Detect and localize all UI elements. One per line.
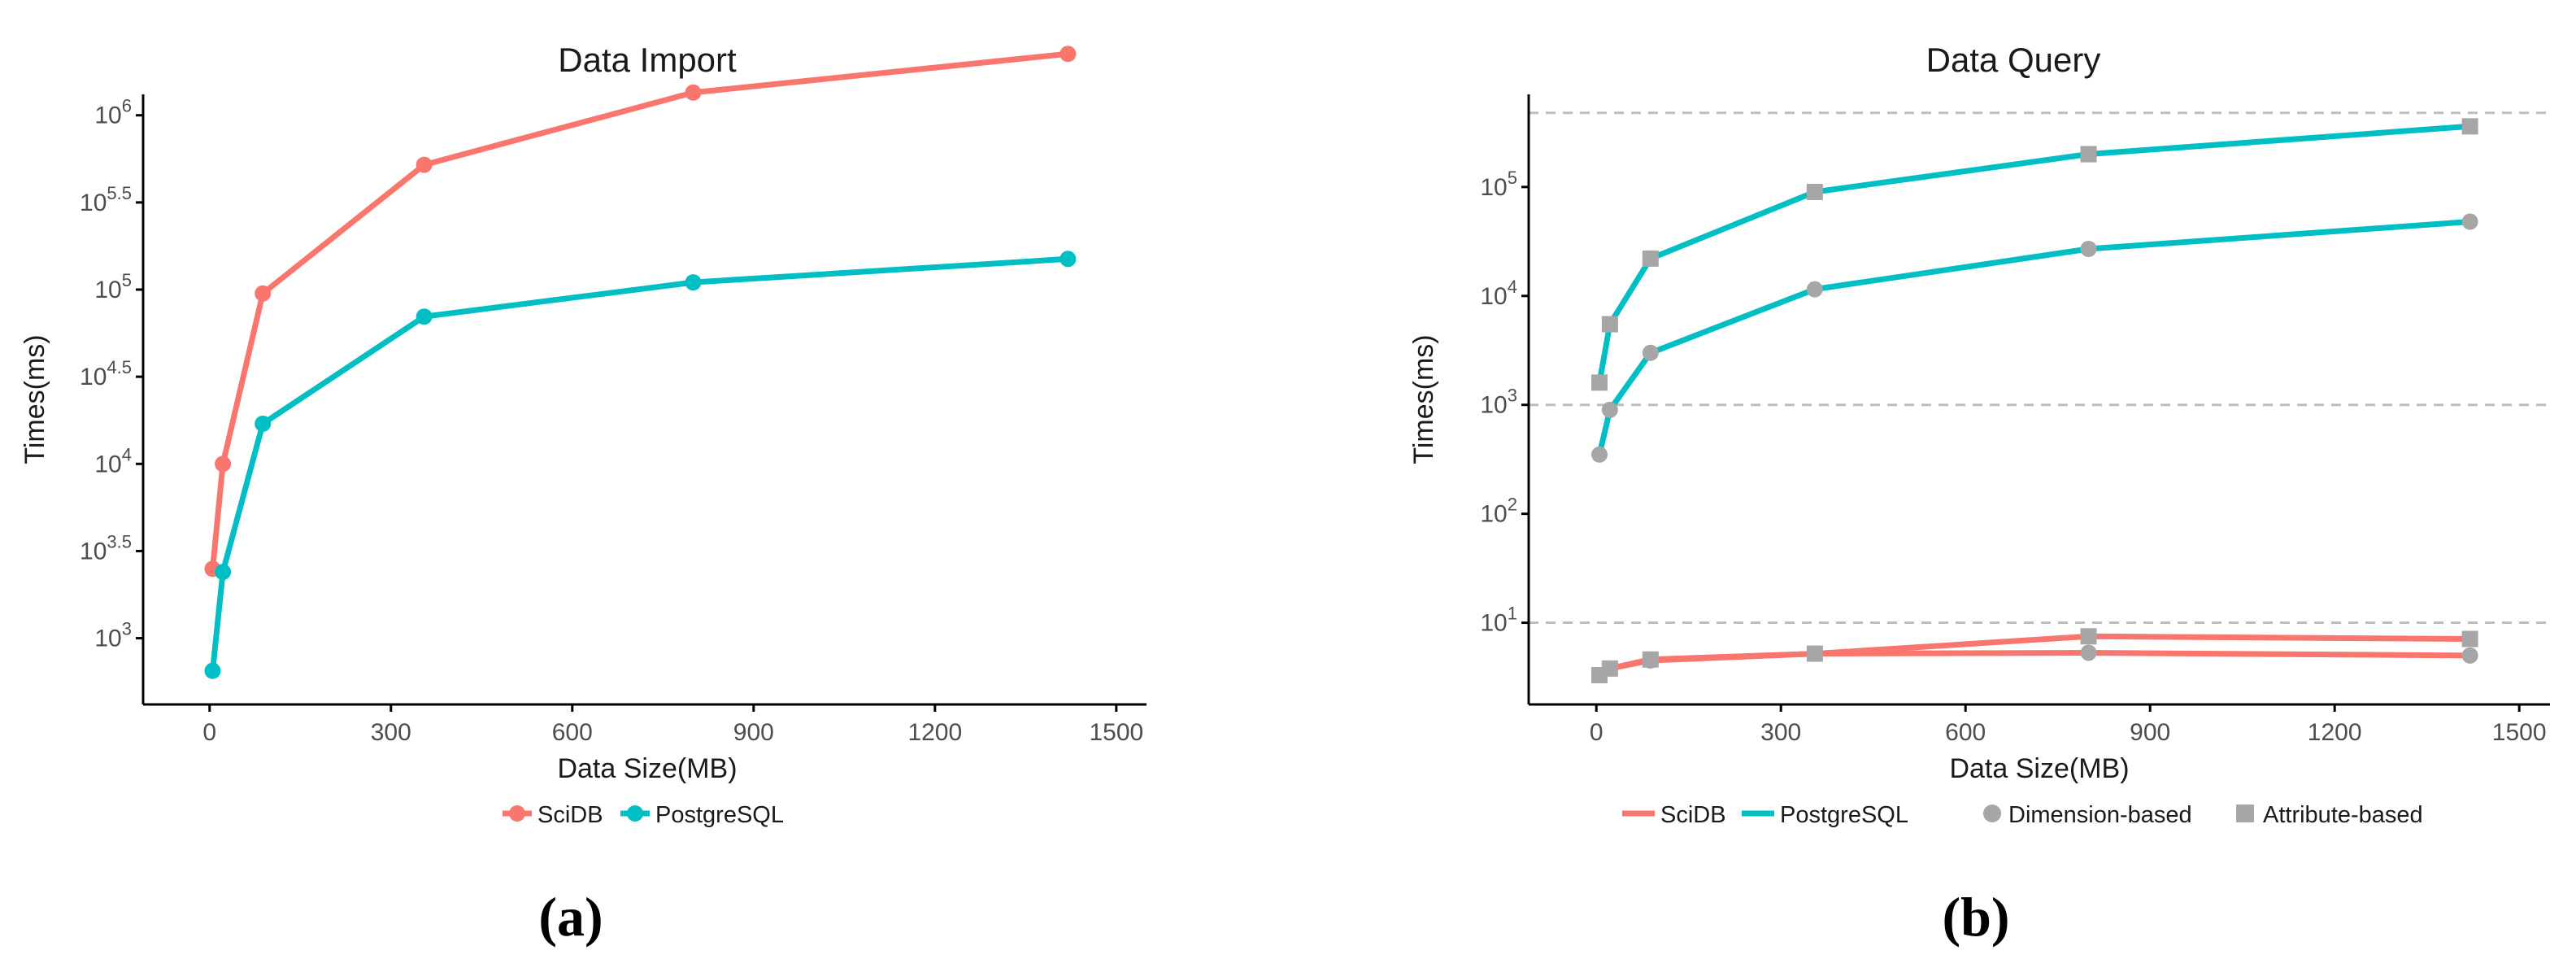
y-tick-label: 105	[1480, 168, 1517, 201]
series-scidb-attribute-based-point	[2461, 630, 2478, 648]
series-scidb-point	[255, 285, 272, 302]
series-postgresql-attribute-based-point	[1601, 316, 1618, 333]
series-scidb-dimension-based-point	[2080, 644, 2097, 661]
axes	[1527, 94, 2550, 706]
series-scidb-point	[1060, 46, 1077, 63]
legend: SciDB PostgreSQL Dimension-based Attribu…	[1622, 802, 2423, 828]
series-lines	[1596, 123, 2474, 678]
series-postgresql-attribute-based-point	[2461, 118, 2478, 135]
legend-label-scidb: SciDB	[1660, 802, 1726, 828]
y-tick-label: 103	[1480, 386, 1517, 419]
y-tick-label: 104	[94, 444, 132, 477]
series-scidb-line	[210, 50, 1071, 572]
series-postgresql-point	[685, 274, 702, 291]
series-scidb-point	[416, 156, 433, 173]
series-postgresql-point	[1060, 251, 1077, 268]
x-tick-label: 600	[552, 719, 593, 746]
series-postgresql-point	[204, 662, 221, 679]
series-scidb-dimension-based-point	[2461, 647, 2478, 664]
x-tick-label: 1200	[2308, 719, 2362, 746]
y-tick-label: 106	[94, 96, 132, 129]
legend-label-attribute-based: Attribute-based	[2263, 802, 2423, 828]
y-ticks: 101 102 103 104 105	[1480, 168, 1529, 637]
y-tick-label: 104	[1480, 277, 1517, 310]
series-postgresql-point	[416, 308, 433, 325]
x-tick-label: 900	[2130, 719, 2170, 746]
legend-key-scidb-marker	[509, 805, 525, 822]
y-tick-label: 105.5	[80, 183, 132, 216]
y-tick-label: 105	[94, 270, 132, 303]
series-postgresql-point	[255, 415, 272, 432]
series-scidb-attribute-based-point	[1806, 645, 1823, 662]
series-scidb-point	[215, 456, 232, 473]
x-ticks: 0 300 600 900 1200 1500	[202, 704, 1143, 746]
series-points	[204, 46, 1077, 679]
series-scidb-attribute-based-point	[1601, 660, 1618, 677]
series-lines	[210, 50, 1071, 674]
legend-label-dimension-based: Dimension-based	[2008, 802, 2192, 828]
chart-title: Data Import	[558, 41, 737, 79]
panel-caption: (a)	[538, 886, 603, 948]
legend-label-scidb: SciDB	[537, 802, 603, 828]
y-axis-label: Times(ms)	[1408, 334, 1439, 464]
series-postgresql-attribute-based-point	[1642, 250, 1659, 267]
axes	[141, 94, 1147, 706]
series-postgresql-dimension-based-point	[2461, 213, 2478, 230]
reference-lines	[1529, 111, 2550, 625]
series-postgresql-dimension-based-point	[1806, 281, 1823, 298]
series-scidb-attribute-based-point	[2080, 628, 2097, 645]
series-postgresql-dimension-based-point	[1601, 401, 1618, 418]
y-tick-label: 103.5	[80, 531, 132, 565]
panel-caption: (b)	[1942, 886, 2009, 948]
series-scidb-attribute-based-point	[1642, 651, 1659, 668]
x-tick-label: 0	[1590, 719, 1603, 746]
x-tick-label: 1200	[907, 719, 962, 746]
x-ticks: 0 300 600 900 1200 1500	[1590, 704, 2547, 746]
y-axis-label: Times(ms)	[20, 334, 50, 464]
legend-label-postgresql: PostgreSQL	[1780, 802, 1908, 828]
x-tick-label: 600	[1945, 719, 1986, 746]
series-points	[1591, 118, 2478, 684]
legend-key-attribute-based	[2236, 804, 2254, 822]
y-tick-label: 104.5	[80, 357, 132, 390]
series-postgresql-attribute-based-point	[2080, 146, 2097, 163]
x-tick-label: 0	[202, 719, 216, 746]
chart-data-import: Data Import 103103.5104104.5105105.5106 …	[20, 41, 1147, 948]
x-tick-label: 300	[1760, 719, 1801, 746]
y-tick-label: 101	[1480, 604, 1517, 637]
series-postgresql-dimension-based-point	[1642, 344, 1659, 361]
legend-key-dimension-based	[1983, 804, 2001, 822]
x-tick-label: 1500	[2492, 719, 2547, 746]
chart-data-query: Data Query 101 102 103 104 105 0 300 600 900 120…	[1408, 41, 2550, 948]
series-postgresql-attribute-based-point	[1806, 183, 1823, 200]
y-tick-label: 102	[1480, 495, 1517, 528]
x-axis-label: Data Size(MB)	[557, 753, 737, 784]
x-tick-label: 300	[371, 719, 411, 746]
series-postgresql-point	[215, 564, 232, 581]
series-postgresql-attribute-based-line	[1596, 123, 2474, 386]
series-postgresql-dimension-based-line	[1596, 219, 2474, 458]
x-axis-label: Data Size(MB)	[1949, 753, 2129, 784]
x-tick-label: 1500	[1089, 719, 1143, 746]
y-tick-label: 103	[94, 619, 132, 652]
chart-title: Data Query	[1926, 41, 2101, 79]
series-postgresql-dimension-based-point	[2080, 240, 2097, 257]
legend-key-postgresql-marker	[627, 805, 643, 822]
y-ticks: 103 103.5 104 104.5 105 105.5 106	[80, 96, 143, 652]
x-tick-label: 900	[733, 719, 774, 746]
series-postgresql-dimension-based-point	[1591, 446, 1608, 463]
legend-label-postgresql: PostgreSQL	[655, 802, 784, 828]
legend: SciDB PostgreSQL	[503, 802, 784, 828]
series-postgresql-attribute-based-point	[1591, 374, 1608, 391]
series-postgresql-line	[210, 255, 1071, 674]
series-scidb-point	[685, 84, 702, 101]
